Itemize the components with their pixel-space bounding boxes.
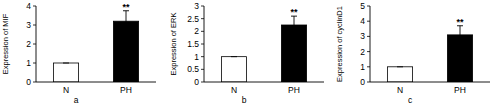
y-tick-label: 2 bbox=[360, 47, 365, 57]
bars bbox=[387, 26, 472, 82]
y-tick-label: 1 bbox=[26, 58, 31, 68]
y-axis bbox=[204, 6, 205, 82]
x-tick-label: PH bbox=[454, 85, 466, 95]
y-tick-label: 0.5 bbox=[187, 64, 199, 74]
error-line bbox=[126, 11, 127, 32]
figure: 0 1 2 3 4 N PH ** Expression of MIF a 0 0.5 1 1.5 2 2.5… bbox=[0, 0, 500, 106]
panel-label: b bbox=[242, 95, 247, 105]
y-tick-label: 2.5 bbox=[187, 14, 199, 24]
y-tick-label: 1 bbox=[194, 52, 199, 62]
error-bar bbox=[63, 63, 69, 64]
bar bbox=[387, 67, 412, 82]
panel-label: a bbox=[74, 95, 79, 105]
error-bar bbox=[457, 26, 463, 44]
error-cap bbox=[397, 66, 403, 67]
x-tick-label: N bbox=[397, 85, 403, 95]
x-axis bbox=[204, 82, 324, 83]
y-tick-label: 0 bbox=[194, 77, 199, 87]
y-tick-label: 0 bbox=[26, 77, 31, 87]
y-tick-label: 4 bbox=[360, 16, 365, 26]
annotation: ** bbox=[122, 2, 130, 12]
y-tick-label: 2 bbox=[26, 39, 31, 49]
y-axis-label: Expression of ERK bbox=[169, 13, 178, 76]
error-bar bbox=[231, 56, 237, 57]
x-tick-label: N bbox=[231, 85, 237, 95]
y-axis-label: Expression of cyclinD1 bbox=[335, 6, 344, 82]
error-bar bbox=[123, 11, 129, 32]
error-cap bbox=[231, 56, 237, 57]
error-cap bbox=[63, 63, 69, 64]
y-tick-label: 2 bbox=[194, 26, 199, 36]
annotation: ** bbox=[290, 7, 298, 17]
y-axis-label: Expression of MIF bbox=[1, 13, 10, 74]
y-tick-label: 1.5 bbox=[187, 39, 199, 49]
panel-label: c bbox=[408, 95, 413, 105]
y-tick-label: 3 bbox=[194, 1, 199, 11]
panel: 0 1 2 3 4 N PH ** Expression of MIF a bbox=[1, 1, 156, 105]
error-line bbox=[294, 16, 295, 34]
bars bbox=[221, 16, 306, 82]
bar bbox=[53, 63, 78, 82]
error-bar bbox=[397, 66, 403, 67]
y-tick-label: 0 bbox=[360, 77, 365, 87]
root: 0 1 2 3 4 N PH ** Expression of MIF a 0 0.5 1 1.5 2 2.5… bbox=[0, 0, 500, 106]
bars bbox=[53, 11, 138, 82]
y-tick-label: 3 bbox=[26, 20, 31, 30]
y-axis bbox=[36, 6, 37, 82]
annotation: ** bbox=[456, 17, 464, 27]
y-tick-label: 1 bbox=[360, 62, 365, 72]
panel: 0 0.5 1 1.5 2 2.5 3 N PH ** Expression of ERK b bbox=[169, 1, 324, 105]
y-tick-label: 5 bbox=[360, 1, 365, 11]
x-axis bbox=[370, 82, 490, 83]
y-tick-label: 3 bbox=[360, 31, 365, 41]
x-axis bbox=[36, 82, 156, 83]
x-tick-label: PH bbox=[288, 85, 300, 95]
bar bbox=[221, 57, 246, 82]
panel: 0 1 2 3 4 5 N PH ** Expression of cyclinD1 c bbox=[335, 1, 490, 105]
x-tick-label: N bbox=[63, 85, 69, 95]
error-line bbox=[460, 26, 461, 44]
x-tick-label: PH bbox=[120, 85, 132, 95]
y-tick-label: 4 bbox=[26, 1, 31, 11]
error-bar bbox=[291, 16, 297, 34]
y-axis bbox=[370, 6, 371, 82]
